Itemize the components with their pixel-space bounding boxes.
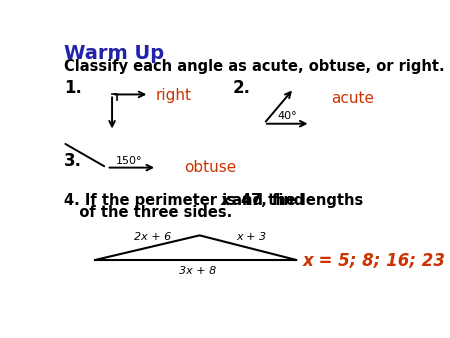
Text: acute: acute <box>331 91 374 105</box>
Text: and the lengths: and the lengths <box>227 193 363 208</box>
Text: 3.: 3. <box>64 152 82 170</box>
Text: of the three sides.: of the three sides. <box>64 206 232 220</box>
Text: obtuse: obtuse <box>184 160 236 175</box>
Text: 2.: 2. <box>233 79 251 97</box>
Text: 40°: 40° <box>278 111 297 121</box>
Text: 3x + 8: 3x + 8 <box>179 266 216 276</box>
Text: Classify each angle as acute, obtuse, or right.: Classify each angle as acute, obtuse, or… <box>64 59 445 74</box>
Text: x + 3: x + 3 <box>236 232 266 242</box>
Text: 2x + 6: 2x + 6 <box>134 232 171 242</box>
Text: x = 5; 8; 16; 23: x = 5; 8; 16; 23 <box>303 252 446 270</box>
Text: right: right <box>155 88 191 103</box>
Text: 150°: 150° <box>116 156 142 166</box>
Text: 4. If the perimeter is 47, find: 4. If the perimeter is 47, find <box>64 193 310 208</box>
Text: 1.: 1. <box>64 79 82 97</box>
Text: x: x <box>220 193 230 208</box>
Text: Warm Up: Warm Up <box>64 44 164 64</box>
